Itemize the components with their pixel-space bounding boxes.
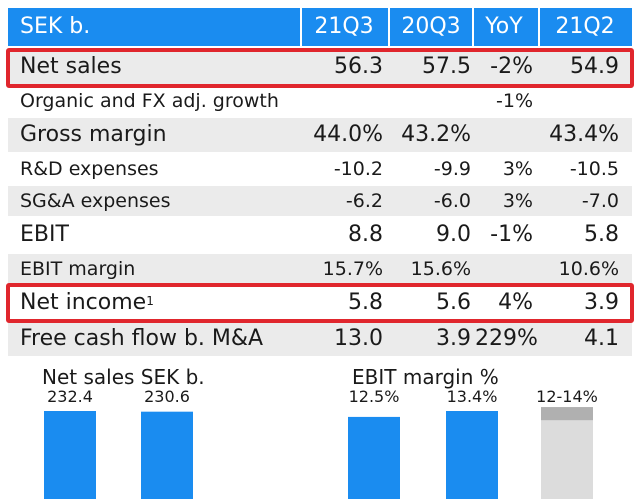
cell-yoy: 4% [498,290,533,315]
cell-21q2: -10.5 [569,158,619,180]
row-label: Gross margin [20,122,167,147]
cell-21q2: 54.9 [570,54,619,79]
header-col-21q2: 21Q2 [555,14,615,39]
table-row-rd-expenses: R&D expenses -10.2 -9.9 3% -10.5 [8,154,632,184]
ebit-margin-chart: 12.5% 13.4% 12-14% [348,387,598,499]
cell-20q3: 9.0 [436,222,471,247]
cell-21q3: -10.2 [333,158,383,180]
cell-yoy: -1% [496,90,533,112]
cell-21q2: 5.8 [584,222,619,247]
net-sales-value-label: 232.4 [47,387,93,406]
row-label-text: Net income [20,290,147,315]
cell-21q2: 4.1 [584,326,619,351]
ebit-margin-value-label: 12.5% [349,387,400,406]
row-label: Net sales [20,54,122,79]
ebit-margin-value-label: 12-14% [536,387,598,406]
table-header: SEK b. 21Q3 20Q3 YoY 21Q2 [8,8,632,46]
table-row-ebit-margin: EBIT margin 15.7% 15.6% 10.6% [8,254,632,284]
row-label: EBIT [20,222,69,247]
cell-21q3: 15.7% [322,258,383,280]
header-unit-label: SEK b. [20,14,91,39]
chart-title-ebit-margin: EBIT margin % [352,365,499,389]
row-label: R&D expenses [20,158,159,180]
cell-yoy: 229% [475,326,538,351]
header-col-20q3: 20Q3 [401,14,461,39]
header-divider [538,8,540,46]
header-col-21q3: 21Q3 [314,14,374,39]
cell-21q2: 3.9 [584,290,619,315]
row-label: EBIT margin [20,258,136,280]
header-divider [388,8,390,46]
cell-20q3: 5.6 [436,290,471,315]
row-label: SG&A expenses [20,190,171,212]
row-label: Free cash flow b. M&A [20,326,264,351]
top-strip [0,0,640,8]
cell-yoy: 3% [502,158,533,180]
cell-21q3: 56.3 [334,54,383,79]
cell-21q2: 10.6% [558,258,619,280]
table-row-sga-expenses: SG&A expenses -6.2 -6.0 3% -7.0 [8,186,632,216]
net-sales-chart: 232.4 230.6 [44,387,193,499]
net-sales-value-label: 230.6 [144,387,190,406]
header-col-yoy: YoY [485,14,523,39]
table-row-net-sales: Net sales 56.3 57.5 -2% 54.9 [8,50,632,84]
cell-21q3: 5.8 [348,290,383,315]
net-sales-bar [141,411,193,499]
cell-21q3: 44.0% [313,122,383,147]
cell-yoy: -2% [490,54,533,79]
footnote-marker: 1 [146,294,154,308]
cell-20q3: 57.5 [422,54,471,79]
table-row-gross-margin: Gross margin 44.0% 43.2% 43.4% [8,118,632,152]
ebit-margin-value-label: 13.4% [447,387,498,406]
ebit-margin-bar [446,411,498,499]
cell-yoy: 3% [502,190,533,212]
cell-20q3: -9.9 [433,158,471,180]
table-row-free-cash-flow: Free cash flow b. M&A 13.0 3.9 229% 4.1 [8,322,632,356]
cell-21q2: -7.0 [581,190,619,212]
cell-21q2: 43.4% [549,122,619,147]
cell-yoy: -1% [490,222,533,247]
cell-21q3: 13.0 [334,326,383,351]
cell-20q3: 43.2% [401,122,471,147]
table-row-organic-growth: Organic and FX adj. growth -1% [8,86,632,116]
row-label: Net income1 [20,286,154,320]
cell-21q3: -6.2 [345,190,383,212]
header-divider [472,8,474,46]
table-row-net-income: Net income1 5.8 5.6 4% 3.9 [8,286,632,320]
cell-20q3: 15.6% [410,258,471,280]
net-sales-bar [44,411,96,499]
cell-20q3: -6.0 [433,190,471,212]
cell-20q3: 3.9 [436,326,471,351]
ebit-margin-range-base [541,420,593,499]
table-row-ebit: EBIT 8.8 9.0 -1% 5.8 [8,218,632,252]
chart-title-net-sales: Net sales SEK b. [42,365,205,389]
row-label: Organic and FX adj. growth [20,90,279,112]
header-divider [300,8,302,46]
ebit-margin-bar [348,416,400,499]
cell-21q3: 8.8 [348,222,383,247]
